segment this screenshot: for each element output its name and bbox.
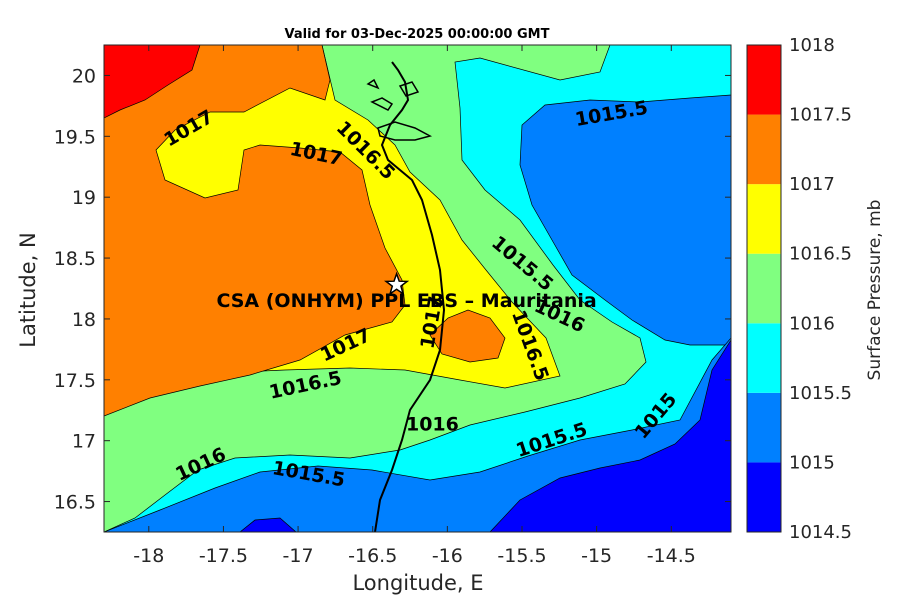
y-tick-label: 16.5 [54,492,96,514]
coastline [374,61,446,532]
colorbar: 1014.5 1015 1015.5 1016 1016.5 1017 1017.5 1018 [746,35,852,543]
colorbar-tick-label: 1014.5 [789,522,852,543]
x-axis: -18 -17.5 -17 -16.5 -16 -15.5 -15 -14.5 [133,45,696,567]
x-tick-label: -16 [432,545,463,567]
fill-level-1017-inner [429,309,506,363]
colorbar-tick-label: 1015 [789,452,835,473]
colorbar-swatch [747,392,781,463]
y-tick-label: 18.5 [54,248,96,270]
x-axis-label: Longitude, E [352,571,483,595]
colorbar-swatch [747,462,781,532]
fill-level-1015-top [519,94,731,346]
plot-title: Valid for 03-Dec-2025 00:00:00 GMT [285,27,550,42]
x-tick-label: -15.5 [497,545,546,567]
x-tick-label: -17.5 [199,545,248,567]
contour-label: 1016 [406,413,459,435]
y-tick-label: 19 [72,187,96,209]
x-tick-label: -17 [283,545,314,567]
y-tick-label: 20 [72,65,96,87]
station-marker-group: CSA (ONHYM) PPL EBS – Mauritania [216,271,597,312]
y-tick-label: 18 [72,309,96,331]
y-axis-label: Latitude, N [16,232,40,348]
x-tick-label: -15 [581,545,612,567]
x-tick-label: -16.5 [348,545,397,567]
contour-field [104,45,731,532]
colorbar-tick-label: 1016.5 [789,244,852,265]
fill-level-1017 [104,45,406,417]
fill-level-1017-5 [104,45,201,119]
station-star-icon [383,271,410,296]
colorbar-swatch [747,45,781,115]
y-tick-label: 17 [72,431,96,453]
colorbar-frame [746,44,782,533]
colorbar-tick-label: 1017 [789,174,835,195]
colorbar-label: Surface Pressure, mb [865,200,885,381]
plot-frame [103,44,732,533]
y-axis: 16.5 17 17.5 18 18.5 19 19.5 20 [54,65,731,514]
colorbar-swatch [747,323,781,393]
fill-level-1014-5-small [239,517,297,532]
colorbar-swatch [747,253,781,324]
colorbar-tick-label: 1018 [789,35,835,56]
colorbar-swatch [747,114,781,185]
x-tick-label: -14.5 [647,545,696,567]
colorbar-swatch [747,184,781,254]
colorbar-tick-label: 1016 [789,313,835,334]
x-tick-label: -18 [133,545,164,567]
fill-level-1014-5 [489,339,731,532]
colorbar-tick-label: 1017.5 [789,105,852,126]
y-tick-label: 19.5 [54,126,96,148]
islands [366,78,433,141]
y-tick-label: 17.5 [54,370,96,392]
colorbar-tick-label: 1015.5 [789,383,852,404]
station-label: CSA (ONHYM) PPL EBS – Mauritania [216,290,596,312]
